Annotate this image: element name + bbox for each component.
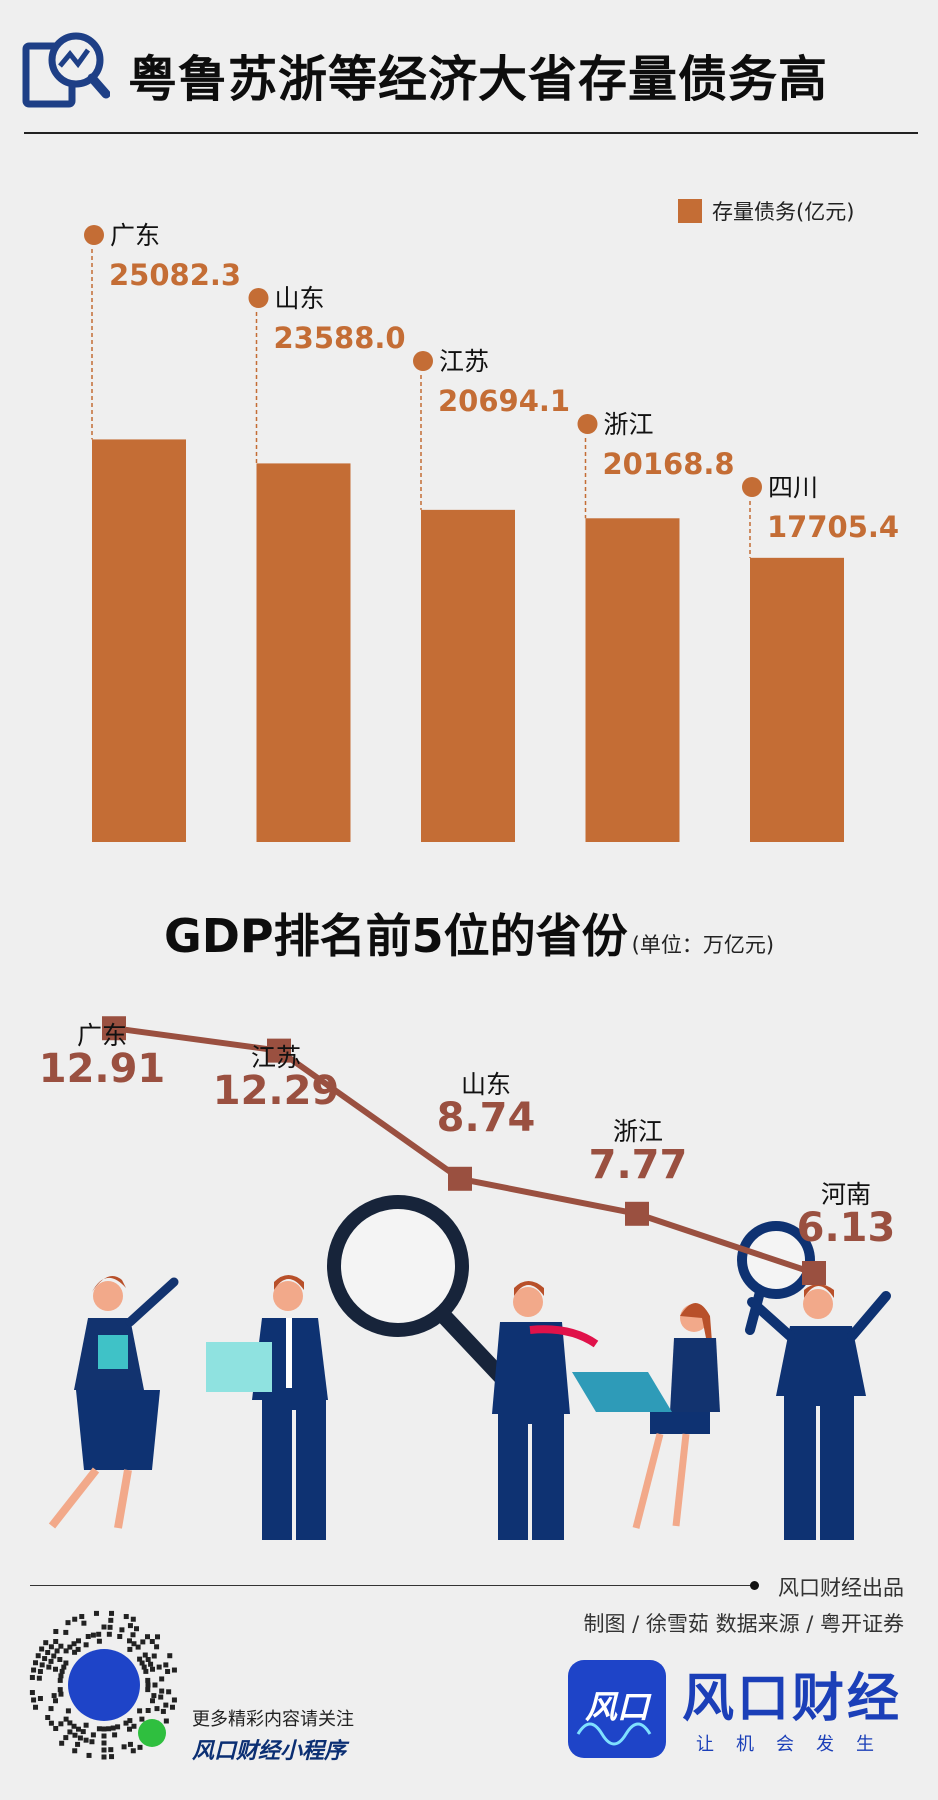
page-title: 粤鲁苏浙等经济大省存量债务高 [128, 51, 829, 108]
legend-label: 存量债务(亿元) [712, 200, 855, 224]
legend-swatch [678, 199, 702, 223]
bar-value-label: 20168.8 [603, 447, 735, 481]
woman-with-folder-figure [48, 1276, 179, 1529]
producer-credit: 风口财经出品 [778, 1576, 904, 1600]
brand-slogan: 让机会发生 [696, 1734, 896, 1755]
bar-category-label: 广东 [110, 221, 160, 250]
gdp-category-label: 山东 [461, 1070, 511, 1099]
bar-4 [750, 557, 844, 842]
bar-3 [585, 518, 680, 842]
gdp-category-label: 河南 [821, 1180, 871, 1209]
business-people-illustration [48, 1195, 891, 1540]
man-looking-up-figure [747, 1284, 891, 1540]
mini-program-name: 风口财经小程序 [192, 1739, 347, 1764]
mini-program-qr-code[interactable] [24, 1605, 184, 1765]
brand-app-icon: 风口 [568, 1660, 666, 1758]
bar-value-label: 20694.1 [438, 384, 570, 418]
source-credits: 制图 / 徐雪茹 数据来源 / 粤开证券 [583, 1612, 904, 1636]
gdp-value-label: 12.29 [213, 1068, 340, 1114]
bar-label-dot [742, 477, 762, 497]
gdp-value-label: 7.77 [589, 1142, 688, 1188]
bar-1 [256, 463, 351, 842]
bar-category-label: 江苏 [439, 347, 489, 376]
gdp-point-1 [267, 1038, 291, 1063]
bar-0 [92, 439, 186, 842]
bar-label-dot [413, 351, 433, 371]
magnifier-chart-icon [22, 32, 110, 108]
gdp-chart-title: GDP排名前5位的省份 [163, 909, 628, 963]
footer-divider-dot [750, 1581, 759, 1590]
man-with-red-tie-figure [492, 1281, 599, 1540]
gdp-point-3 [625, 1201, 649, 1226]
large-magnifier-glass [327, 1195, 514, 1390]
gdp-point-2 [448, 1166, 472, 1191]
gdp-point-4 [802, 1261, 826, 1285]
sitting-woman-figure [572, 1303, 720, 1529]
header: 粤鲁苏浙等经济大省存量债务高 [0, 0, 938, 135]
gdp-value-label: 8.74 [437, 1095, 536, 1141]
header-divider [24, 132, 918, 134]
bar-label-dot [84, 225, 104, 245]
wechat-mini-icon [138, 1719, 166, 1747]
gdp-category-label: 广东 [77, 1021, 127, 1050]
qr-pattern [29, 1610, 177, 1760]
gdp-value-label: 12.91 [39, 1046, 166, 1092]
bar-2 [421, 509, 515, 842]
gdp-category-label: 浙江 [613, 1117, 663, 1146]
wave-icon [576, 1722, 652, 1746]
bar-value-label: 25082.3 [109, 258, 241, 292]
gdp-series-line [113, 1025, 815, 1276]
gdp-chart-unit: (单位：万亿元) [631, 933, 775, 957]
gdp-category-label: 江苏 [251, 1043, 301, 1072]
bar-category-label: 山东 [275, 284, 325, 313]
bar-label-dot [248, 288, 269, 308]
man-with-laptop-figure [206, 1275, 328, 1540]
bar-value-label: 17705.4 [767, 510, 899, 544]
gdp-chart-title-block: GDP排名前5位的省份 (单位：万亿元) [0, 900, 938, 966]
bar-legend: 存量债务(亿元) [678, 196, 854, 226]
bar-label-dot [577, 414, 598, 434]
bar-category-label: 四川 [768, 473, 818, 502]
qr-center-logo [68, 1649, 140, 1721]
brand-icon-text: 风口 [584, 1688, 649, 1726]
follow-prompt: 更多精彩内容请关注 [192, 1709, 354, 1730]
bar-value-label: 23588.0 [274, 321, 406, 355]
bar-chart: 广东 25082.3 山东 23588.0 江苏 20694.1 浙江 20168.8 四川 17… [84, 221, 899, 842]
gdp-point-0 [102, 1016, 126, 1041]
brand-name: 风口财经 [682, 1669, 903, 1729]
bar-category-label: 浙江 [604, 410, 654, 439]
gdp-value-label: 6.13 [797, 1205, 896, 1251]
footer-divider [30, 1585, 754, 1586]
